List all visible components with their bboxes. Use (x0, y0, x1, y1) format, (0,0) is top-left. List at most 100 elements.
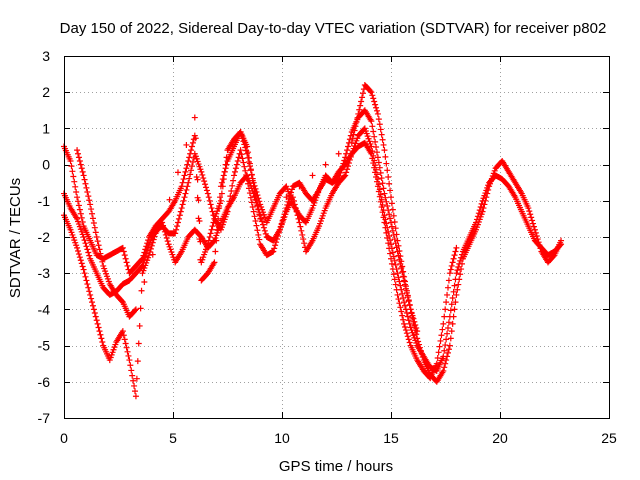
data-point-marker (353, 119, 360, 126)
data-point-marker (83, 184, 90, 191)
data-point-marker (82, 273, 89, 280)
data-point-marker (413, 325, 420, 332)
data-point-marker (450, 288, 457, 295)
data-point-marker (448, 328, 455, 335)
data-point-marker (85, 284, 92, 291)
data-point-marker (228, 187, 235, 194)
data-point-marker (253, 197, 260, 204)
data-point-marker (124, 262, 131, 269)
data-point-marker (172, 230, 179, 237)
data-point-marker (84, 189, 91, 196)
data-point-marker (395, 296, 402, 303)
data-point-marker (298, 227, 305, 234)
data-point-marker (441, 364, 448, 371)
data-point-marker (99, 338, 106, 345)
data-point-marker (188, 147, 195, 154)
data-point-marker (87, 291, 94, 298)
data-point-marker (444, 330, 451, 337)
data-point-marker (406, 301, 413, 308)
data-point-marker (439, 326, 446, 333)
data-point-marker (402, 327, 409, 334)
data-point-marker (129, 372, 136, 379)
data-point-marker (133, 375, 140, 382)
data-point-marker (350, 131, 357, 138)
data-point-marker (150, 236, 157, 243)
y-tick-label: 2 (42, 84, 50, 100)
data-point-marker (149, 251, 156, 258)
data-point-marker (96, 246, 103, 253)
data-point-marker (296, 219, 303, 226)
data-point-marker (254, 201, 261, 208)
data-point-marker (399, 312, 406, 319)
data-point-marker (296, 183, 303, 190)
data-point-marker (220, 176, 227, 183)
data-point-marker (223, 154, 230, 161)
data-point-marker (396, 247, 403, 254)
data-point-marker (95, 324, 102, 331)
data-point-marker (342, 172, 349, 179)
x-tick-label: 0 (60, 430, 68, 446)
data-point-marker (79, 168, 86, 175)
data-point-marker (183, 141, 190, 148)
data-point-marker (78, 165, 85, 172)
data-point-marker (444, 291, 451, 298)
data-point-marker (256, 211, 263, 218)
data-point-marker (445, 277, 452, 284)
data-point-marker (182, 190, 189, 197)
data-point-marker (345, 143, 352, 150)
data-point-marker (95, 242, 102, 249)
data-point-marker (214, 226, 221, 233)
data-point-marker (77, 257, 84, 264)
data-point-marker (78, 260, 85, 267)
data-point-marker (141, 249, 148, 256)
data-point-marker (397, 253, 404, 260)
data-point-marker (371, 133, 378, 140)
data-point-marker (239, 155, 246, 162)
data-point-marker (402, 302, 409, 309)
data-point-marker (251, 187, 258, 194)
data-point-marker (402, 323, 409, 330)
data-point-marker (122, 340, 129, 347)
data-point-marker (457, 271, 464, 278)
data-point-marker (381, 219, 388, 226)
data-point-marker (247, 166, 254, 173)
data-point-marker (371, 98, 378, 105)
data-point-marker (186, 154, 193, 161)
data-point-marker (135, 340, 142, 347)
data-point-marker (183, 186, 190, 193)
data-point-marker (75, 251, 82, 258)
data-point-marker (138, 256, 145, 263)
data-point-marker (119, 328, 126, 335)
data-point-marker (401, 273, 408, 280)
data-point-marker (188, 143, 195, 150)
data-point-marker (77, 161, 84, 168)
data-point-marker (233, 161, 240, 168)
data-point-marker (75, 198, 82, 205)
data-point-marker (173, 226, 180, 233)
data-point-marker (217, 194, 224, 201)
data-point-marker (77, 210, 84, 217)
data-point-marker (132, 393, 139, 400)
data-point-marker (373, 178, 380, 185)
data-point-marker (301, 240, 308, 247)
data-point-marker (75, 150, 82, 157)
data-point-marker (130, 377, 137, 384)
data-point-marker (297, 223, 304, 230)
data-point-marker (181, 194, 188, 201)
data-point-marker (183, 165, 190, 172)
data-point-marker (230, 177, 237, 184)
data-point-marker (309, 172, 316, 179)
y-tick-label: -3 (38, 265, 51, 281)
x-axis-label: GPS time / hours (279, 458, 393, 475)
data-point-marker (343, 169, 350, 176)
data-point-marker (86, 252, 93, 259)
data-point-marker (91, 224, 98, 231)
data-point-marker (257, 215, 264, 222)
data-point-marker (444, 284, 451, 291)
data-point-marker (525, 205, 532, 212)
data-point-marker (81, 237, 88, 244)
data-point-marker (206, 197, 213, 204)
data-point-marker (208, 226, 215, 233)
data-point-marker (392, 261, 399, 268)
